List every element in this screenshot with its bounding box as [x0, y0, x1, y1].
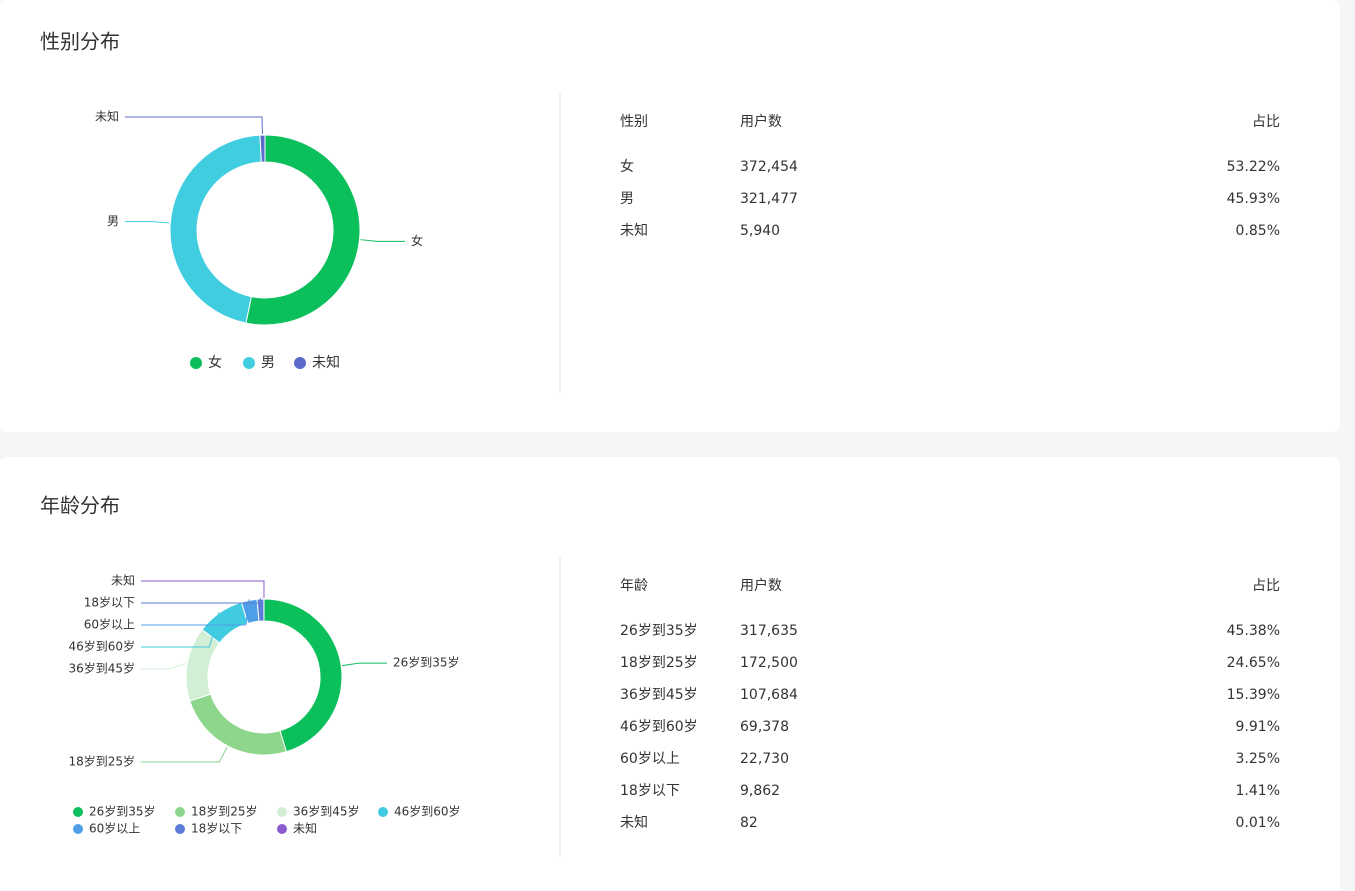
- table-cell: 46岁到60岁: [620, 719, 698, 735]
- legend-label: 36岁到45岁: [293, 804, 360, 819]
- legend-label: 18岁以下: [191, 821, 242, 836]
- legend-dot: [294, 357, 306, 369]
- card: [0, 0, 1340, 432]
- card: [0, 457, 1340, 891]
- table-cell: 18岁以下: [620, 783, 680, 799]
- label-line: [125, 116, 263, 135]
- label-line: [360, 239, 405, 242]
- legend-label: 46岁到60岁: [394, 804, 461, 819]
- table-cell: 45.38%: [1227, 623, 1280, 639]
- label-line: [141, 746, 228, 763]
- table-cell: 未知: [620, 814, 648, 831]
- legend-label: 男: [261, 355, 275, 371]
- label-line: [342, 662, 387, 667]
- table-cell: 0.01%: [1236, 815, 1280, 831]
- slice-label: 18岁到25岁: [68, 753, 135, 768]
- section-title: 年龄分布: [40, 494, 120, 518]
- legend-dot: [243, 357, 255, 369]
- slice-label: 26岁到35岁: [393, 655, 460, 670]
- table-cell: 36岁到45岁: [620, 687, 698, 703]
- legend-label: 未知: [312, 354, 340, 371]
- table-header: 占比: [1252, 578, 1280, 594]
- legend-label: 26岁到35岁: [89, 804, 156, 819]
- slice-label: 女: [411, 233, 423, 248]
- label-line: [141, 598, 261, 604]
- section-title: 性别分布: [40, 30, 120, 54]
- table-cell: 3.25%: [1236, 751, 1280, 767]
- table-cell: 53.22%: [1227, 159, 1280, 175]
- table-cell: 372,454: [740, 159, 798, 175]
- legend-label: 女: [208, 354, 222, 371]
- table-cell: 5,940: [740, 223, 780, 239]
- table-header: 用户数: [740, 113, 782, 130]
- legend-dot: [277, 807, 287, 817]
- table-header: 用户数: [740, 577, 782, 594]
- donut-slice: [245, 134, 361, 326]
- table-cell: 321,477: [740, 191, 798, 207]
- table-cell: 9,862: [740, 783, 780, 799]
- legend-dot: [190, 357, 202, 369]
- table-header: 性别: [620, 114, 648, 130]
- table-cell: 317,635: [740, 623, 798, 639]
- donut-slice: [263, 598, 343, 753]
- slice-label: 未知: [111, 574, 135, 588]
- slice-label: 46岁到60岁: [68, 639, 135, 654]
- slice-label: 60岁以上: [84, 617, 135, 632]
- label-line: [141, 663, 187, 670]
- legend-dot: [175, 824, 185, 834]
- table-cell: 0.85%: [1236, 223, 1280, 239]
- table-cell: 女: [620, 158, 634, 175]
- table-header: 年龄: [620, 578, 648, 594]
- table-cell: 22,730: [740, 751, 789, 767]
- legend-label: 60岁以上: [89, 821, 140, 836]
- legend-dot: [73, 807, 83, 817]
- table-cell: 45.93%: [1227, 191, 1280, 207]
- table-cell: 26岁到35岁: [620, 623, 698, 639]
- legend-dot: [277, 824, 287, 834]
- legend-dot: [378, 807, 388, 817]
- donut-slice: [169, 134, 262, 324]
- slice-label: 18岁以下: [84, 595, 135, 610]
- legend-label: 18岁到25岁: [191, 804, 258, 819]
- label-line: [125, 221, 170, 224]
- slice-label: 男: [107, 214, 119, 228]
- label-line: [141, 580, 265, 599]
- table-cell: 60岁以上: [620, 751, 680, 767]
- table-header: 占比: [1252, 114, 1280, 130]
- table-cell: 男: [620, 191, 634, 207]
- table-cell: 1.41%: [1236, 783, 1280, 799]
- donut-slice: [259, 134, 266, 163]
- label-line: [141, 599, 250, 626]
- table-cell: 18岁到25岁: [620, 655, 698, 671]
- legend-dot: [175, 807, 185, 817]
- table-cell: 82: [740, 815, 758, 831]
- slice-label: 未知: [95, 110, 119, 124]
- table-cell: 未知: [620, 222, 648, 239]
- label-line: [141, 611, 220, 648]
- legend-dot: [73, 824, 83, 834]
- table-cell: 69,378: [740, 719, 789, 735]
- table-cell: 9.91%: [1236, 719, 1280, 735]
- legend-label: 未知: [293, 822, 317, 836]
- table-cell: 24.65%: [1227, 655, 1280, 671]
- table-cell: 172,500: [740, 655, 798, 671]
- table-cell: 107,684: [740, 687, 798, 703]
- table-cell: 15.39%: [1227, 687, 1280, 703]
- slice-label: 36岁到45岁: [68, 661, 135, 676]
